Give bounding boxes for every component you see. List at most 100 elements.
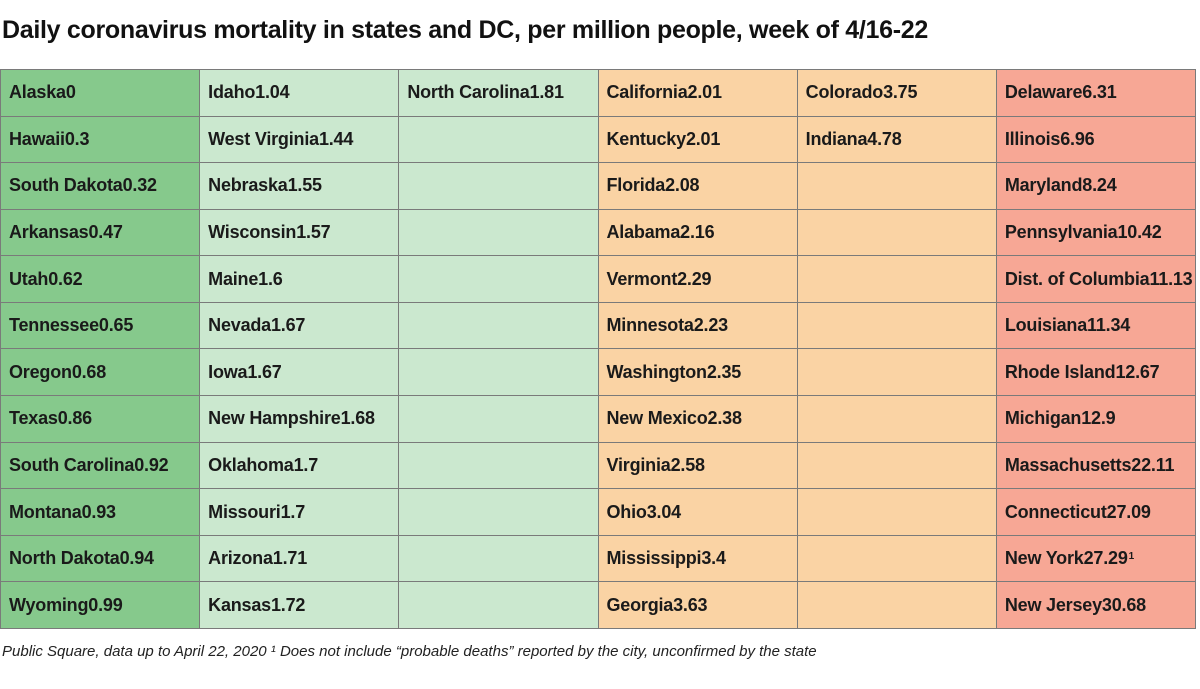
empty-cell	[399, 209, 599, 257]
table-cell: Connecticut 27.09	[996, 489, 1196, 536]
mortality-value: 0.32	[122, 175, 157, 196]
state-name: Wyoming	[9, 594, 89, 615]
empty-cell	[797, 442, 997, 490]
table-cell: Michigan 12.9	[996, 396, 1196, 443]
table-cell: California 2.01	[598, 70, 798, 117]
table-cell: Alaska 0	[1, 70, 201, 117]
table-cell: South Dakota 0.32	[1, 163, 201, 210]
empty-cell	[797, 489, 997, 536]
mortality-value: 12.9	[1081, 408, 1116, 429]
table-cell: Louisiana 11.34	[996, 302, 1196, 350]
table-cell: Colorado 3.75	[797, 70, 997, 117]
state-name: Massachusetts	[1004, 454, 1132, 475]
table-cell: Ohio 3.04	[598, 489, 798, 536]
table-cell: Arizona 1.71	[200, 535, 400, 583]
state-name: New Jersey	[1004, 594, 1102, 615]
empty-cell	[797, 349, 997, 397]
mortality-value: 11.13	[1149, 268, 1193, 289]
mortality-value: 11.34	[1087, 315, 1131, 336]
state-name: Florida	[606, 175, 666, 196]
table-cell: Maine 1.6	[200, 256, 400, 303]
mortality-value: 1.72	[271, 594, 306, 615]
mortality-value: 0.86	[57, 408, 92, 429]
mortality-value: 2.58	[670, 454, 705, 475]
table-cell: Mississippi 3.4	[598, 535, 798, 583]
state-name: Iowa	[208, 361, 248, 382]
mortality-value: 0.68	[71, 361, 107, 382]
empty-cell	[399, 582, 599, 629]
mortality-value: 3.4	[701, 548, 726, 569]
mortality-value: 1.81	[529, 82, 564, 103]
mortality-value: 10.42	[1117, 222, 1162, 243]
state-name: New York	[1004, 548, 1084, 569]
table-cell: Tennessee 0.65	[1, 302, 201, 350]
mortality-value: 22.11	[1131, 454, 1175, 475]
state-name: Vermont	[606, 268, 678, 289]
empty-cell	[797, 209, 997, 257]
table-cell: Alabama 2.16	[598, 209, 798, 257]
mortality-value: 1.44	[318, 128, 354, 149]
mortality-value: 0.3	[64, 128, 90, 149]
mortality-value: 27.29	[1083, 548, 1128, 569]
state-name: Michigan	[1004, 408, 1082, 429]
chart-title: Daily coronavirus mortality in states an…	[2, 16, 928, 44]
table-cell: Utah 0.62	[1, 256, 201, 303]
mortality-value: 2.08	[665, 175, 700, 196]
mortality-value: 3.75	[883, 82, 918, 103]
state-name: South Carolina	[9, 454, 135, 475]
mortality-value: 2.16	[680, 222, 715, 243]
state-name: Wisconsin	[208, 222, 297, 243]
mortality-value: 1.04	[255, 82, 290, 103]
mortality-value: 0.94	[119, 548, 154, 569]
state-name: Maryland	[1004, 175, 1083, 196]
table-cell: Illinois 6.96	[996, 116, 1196, 164]
empty-cell	[399, 489, 599, 536]
empty-cell	[797, 256, 997, 303]
mortality-value: 12.67	[1115, 361, 1160, 382]
table-cell: Wisconsin 1.57	[200, 209, 400, 257]
state-name: Kansas	[208, 594, 271, 615]
table-cell: Wyoming 0.99	[1, 582, 201, 629]
table-cell: Pennsylvania 10.42	[996, 209, 1196, 257]
empty-cell	[399, 256, 599, 303]
table-cell: South Carolina 0.92	[1, 442, 201, 490]
footnote-marker: 1	[1128, 551, 1135, 563]
state-name: Colorado	[805, 82, 884, 103]
table-cell: New Mexico 2.38	[598, 396, 798, 443]
mortality-value: 6.31	[1082, 82, 1117, 103]
mortality-value: 0	[65, 82, 76, 103]
state-name: Tennessee	[9, 315, 99, 336]
state-name: Delaware	[1004, 82, 1083, 103]
state-name: Oklahoma	[208, 454, 294, 475]
state-name: Illinois	[1004, 128, 1061, 149]
mortality-value: 27.09	[1106, 501, 1151, 522]
empty-cell	[797, 582, 997, 629]
empty-cell	[399, 163, 599, 210]
mortality-value: 0.93	[81, 501, 116, 522]
table-cell: Virginia 2.58	[598, 442, 798, 490]
mortality-value: 2.01	[687, 82, 722, 103]
empty-cell	[399, 535, 599, 583]
mortality-value: 1.7	[293, 454, 319, 475]
table-cell: Dist. of Columbia 11.13	[996, 256, 1196, 303]
state-name: North Dakota	[9, 548, 120, 569]
table-cell: Iowa 1.67	[200, 349, 400, 397]
empty-cell	[399, 396, 599, 443]
table-cell: Idaho 1.04	[200, 70, 400, 117]
mortality-value: 8.24	[1082, 175, 1117, 196]
state-name: Pennsylvania	[1004, 222, 1118, 243]
mortality-value: 30.68	[1101, 594, 1146, 615]
table-cell: Texas 0.86	[1, 396, 201, 443]
mortality-value: 2.01	[685, 128, 721, 149]
state-name: New Hampshire	[208, 408, 341, 429]
table-cell: North Carolina 1.81	[399, 70, 599, 117]
state-name: Washington	[606, 361, 708, 382]
state-name: Kentucky	[606, 128, 687, 149]
state-name: Rhode Island	[1004, 361, 1116, 382]
mortality-value: 1.68	[340, 408, 375, 429]
mortality-value: 6.96	[1060, 128, 1095, 149]
mortality-value: 4.78	[867, 128, 902, 149]
mortality-value: 1.67	[271, 315, 306, 336]
mortality-value: 0.62	[48, 268, 83, 289]
table-cell: Delaware 6.31	[996, 70, 1196, 117]
